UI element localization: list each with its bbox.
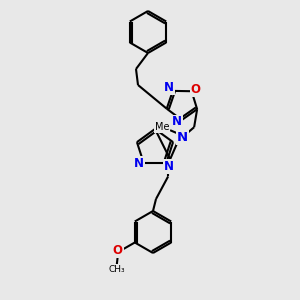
Text: O: O bbox=[190, 83, 201, 96]
Text: CH₃: CH₃ bbox=[109, 265, 125, 274]
Text: N: N bbox=[177, 131, 188, 144]
Text: N: N bbox=[164, 81, 174, 94]
Text: O: O bbox=[113, 244, 123, 257]
Text: N: N bbox=[164, 160, 174, 173]
Text: N: N bbox=[134, 157, 144, 170]
Text: Me: Me bbox=[155, 122, 170, 132]
Text: N: N bbox=[172, 116, 182, 128]
